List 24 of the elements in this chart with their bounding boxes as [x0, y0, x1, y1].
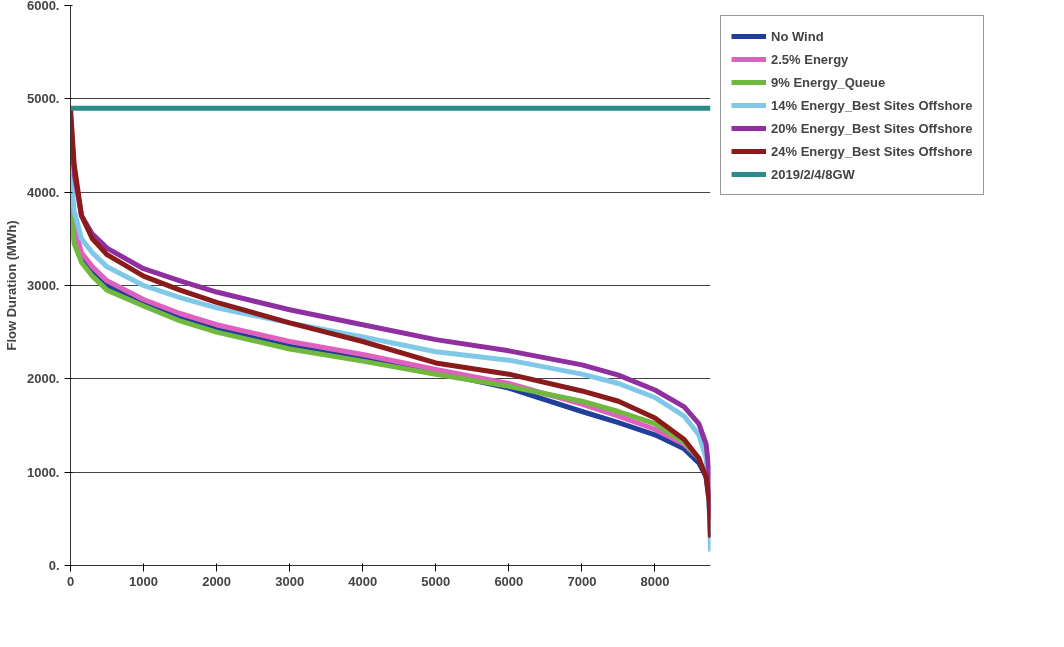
y-tick-label: 5000. — [26, 91, 60, 107]
y-tick-label: 6000. — [26, 0, 60, 13]
x-tick-label: 7000 — [567, 573, 597, 589]
legend-label: 14% Energy_Best Sites Offshore — [771, 97, 973, 113]
x-tick-label: 5000 — [421, 573, 451, 589]
legend-label: 2019/2/4/8GW — [771, 166, 855, 182]
y-tick-label: 0. — [48, 558, 60, 573]
legend-label: No Wind — [771, 28, 824, 44]
legend-label: 9% Energy_Queue — [771, 74, 886, 90]
x-tick-label: 4000 — [348, 573, 378, 589]
legend-label: 24% Energy_Best Sites Offshore — [771, 143, 973, 159]
y-tick-label: 2000. — [26, 371, 60, 387]
legend-label: 2.5% Energy — [771, 51, 849, 67]
x-tick-label: 0 — [66, 573, 75, 589]
x-tick-label: 8000 — [640, 573, 670, 589]
y-axis-title: Flow Duration (MWh) — [3, 220, 19, 351]
y-tick-label: 3000. — [26, 278, 60, 293]
x-tick-label: 2000 — [202, 573, 232, 589]
y-tick-label: 1000. — [26, 464, 60, 480]
x-tick-label: 1000 — [129, 573, 159, 589]
y-tick-label: 4000. — [26, 184, 60, 200]
legend-label: 20% Energy_Best Sites Offshore — [771, 120, 973, 136]
x-tick-label: 3000 — [275, 573, 305, 589]
x-tick-label: 6000 — [494, 573, 524, 589]
